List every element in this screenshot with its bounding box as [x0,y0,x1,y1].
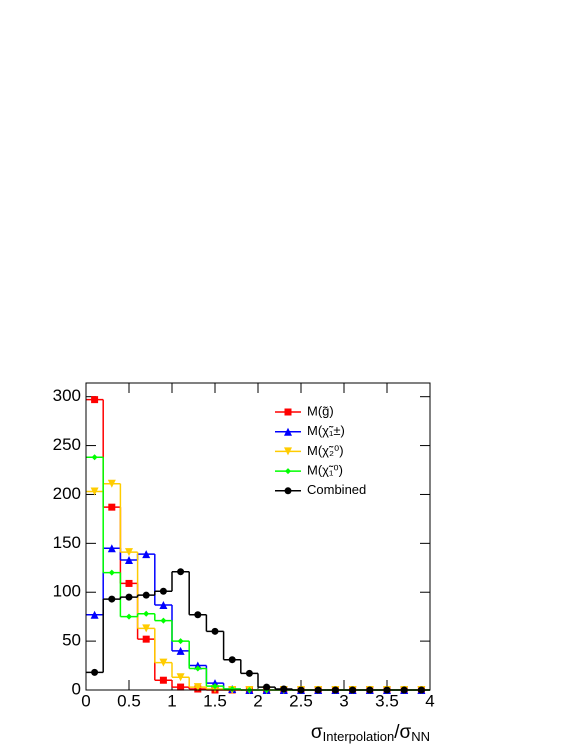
bin-marker [108,595,116,603]
x-tick-label: 2.5 [289,691,313,710]
bin-marker [177,683,185,691]
bin-marker [125,579,133,587]
bin-marker [125,555,133,564]
y-tick-label: 100 [53,582,81,601]
y-tick-label: 150 [53,533,81,552]
bin-marker [280,685,288,693]
legend-marker [285,468,291,475]
x-label-part: /σ [394,722,411,743]
bin-marker [108,569,115,576]
bin-marker [177,638,184,645]
x-tick-label: 1.5 [203,691,227,710]
bin-marker [142,624,151,633]
bin-marker [142,550,151,559]
legend-marker [284,427,292,436]
bin-marker [228,656,236,664]
legend-label: M(χ̃₁⁰) [307,463,343,478]
bin-marker [212,683,218,690]
bin-marker [107,479,116,488]
bin-marker [194,665,201,672]
bin-marker [125,593,133,601]
bin-marker [126,613,132,620]
bin-marker [90,610,99,619]
legend-marker [284,447,292,456]
y-tick-label: 250 [53,435,81,454]
plot-frame [85,382,431,691]
bin-marker [91,668,99,676]
bin-marker [125,548,133,557]
x-tick-label: 1 [167,691,176,710]
bin-marker [159,600,168,609]
bin-marker [245,669,253,677]
bin-marker [160,617,167,624]
y-tick-label: 0 [72,679,81,698]
y-tick-label: 50 [62,631,81,650]
x-tick-label: 4 [425,691,434,710]
legend-marker [284,408,292,416]
bin-marker [263,683,271,691]
y-tick-label: 300 [53,386,81,405]
bin-marker [176,673,185,682]
legend-label: Combined [307,482,366,497]
x-axis-label: σInterpolation/σNN [311,722,430,744]
bin-marker [177,568,185,576]
bin-marker [159,658,168,667]
y-tick-label: 200 [53,484,81,503]
bin-marker [143,610,150,617]
bin-marker [193,683,202,692]
x-label-part: NN [411,729,430,744]
bin-marker [176,646,185,655]
x-tick-label: 2 [253,691,262,710]
legend-marker [284,487,292,495]
bin-marker [211,627,219,635]
bin-marker [229,686,236,693]
x-label-part: σ [311,722,323,743]
legend-label: M(g̃) [307,403,334,418]
bin-marker [142,591,150,599]
legend-label: M(χ̃₂⁰) [307,443,344,458]
bin-marker [142,635,150,643]
legend-label: M(χ̃₁±) [307,423,345,438]
bin-marker [159,587,167,595]
bin-marker [159,676,167,684]
bin-marker [90,487,99,496]
bin-marker [91,454,98,461]
bin-marker [108,503,116,511]
bin-marker [91,396,99,404]
x-tick-label: 3 [339,691,348,710]
x-tick-label: 0.5 [117,691,141,710]
bin-marker [194,611,202,619]
x-tick-label: 3.5 [375,691,399,710]
x-label-part: Interpolation [323,729,395,744]
x-tick-label: 0 [81,691,90,710]
bin-marker [107,544,116,553]
